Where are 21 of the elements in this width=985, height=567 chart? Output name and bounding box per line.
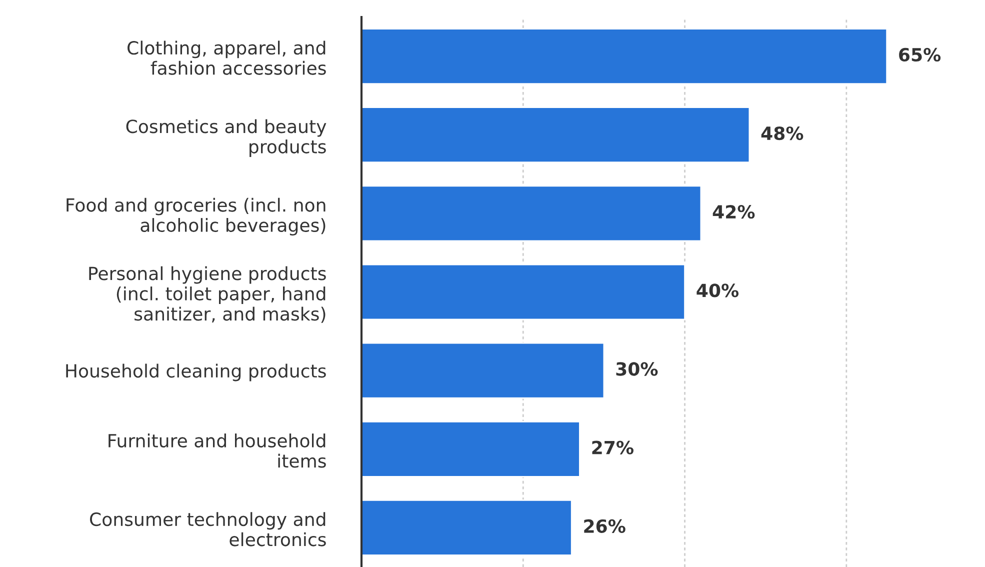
y-tick-label: Furniture and household items bbox=[108, 434, 326, 468]
y-tick-label: Personal hygiene products (incl. toilet paper, hand sanitizer, and masks) bbox=[89, 266, 326, 323]
bar bbox=[361, 420, 580, 478]
bar bbox=[361, 342, 605, 399]
bar bbox=[361, 28, 888, 84]
data-label: 26% bbox=[584, 519, 626, 533]
y-tick-label: Consumer technology and electronics bbox=[90, 512, 326, 546]
bar bbox=[361, 185, 702, 242]
data-label: 42% bbox=[712, 205, 755, 219]
y-tick-label: Household cleaning products bbox=[66, 364, 326, 382]
bar bbox=[361, 500, 572, 556]
y-tick-label: Food and groceries (incl. non alcoholic beverages) bbox=[66, 198, 326, 236]
data-label: 65% bbox=[899, 48, 941, 62]
data-label: 27% bbox=[592, 440, 634, 454]
bar bbox=[361, 106, 750, 164]
bar bbox=[361, 264, 686, 320]
data-label: 40% bbox=[696, 284, 739, 298]
y-tick-label: Cosmetics and beauty products bbox=[126, 119, 326, 157]
data-label: 30% bbox=[616, 362, 658, 376]
data-label: 48% bbox=[761, 126, 804, 140]
y-tick-label: Clothing, apparel, and fashion accessories bbox=[128, 40, 326, 75]
